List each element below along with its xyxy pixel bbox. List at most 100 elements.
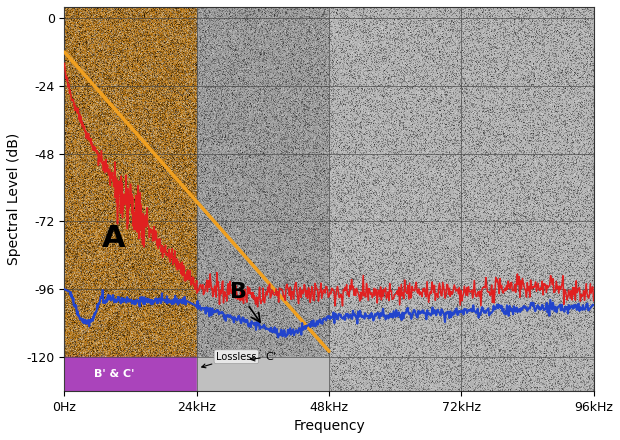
- Point: [275, 231, 285, 238]
- Point: [218, 373, 228, 380]
- Point: [303, 318, 313, 325]
- Point: [560, 216, 570, 223]
- Point: [281, 39, 291, 46]
- Point: [394, 246, 404, 253]
- Point: [410, 105, 420, 112]
- Point: [331, 9, 341, 16]
- Point: [178, 272, 188, 279]
- Point: [542, 56, 552, 63]
- Point: [408, 15, 418, 22]
- Point: [83, 322, 93, 329]
- Point: [549, 129, 559, 136]
- Point: [229, 8, 239, 15]
- Point: [577, 383, 587, 390]
- Point: [226, 275, 236, 282]
- Point: [170, 37, 180, 44]
- Point: [413, 260, 423, 267]
- Point: [576, 177, 586, 184]
- Point: [99, 160, 109, 167]
- Point: [511, 288, 521, 295]
- Point: [245, 93, 255, 100]
- Point: [180, 89, 190, 96]
- Point: [106, 189, 116, 196]
- Point: [84, 15, 94, 22]
- Point: [562, 295, 572, 302]
- Point: [510, 327, 520, 334]
- Point: [580, 93, 590, 100]
- Point: [317, 24, 327, 31]
- Point: [276, 53, 286, 60]
- Point: [135, 290, 145, 297]
- Point: [564, 220, 574, 227]
- Point: [285, 91, 295, 98]
- Point: [74, 167, 84, 174]
- Point: [151, 310, 161, 317]
- Point: [560, 136, 570, 143]
- Point: [127, 115, 137, 122]
- Point: [247, 184, 257, 191]
- Point: [523, 87, 533, 94]
- Point: [352, 89, 361, 96]
- Point: [172, 221, 182, 228]
- Point: [366, 36, 376, 43]
- Point: [221, 304, 231, 312]
- Point: [482, 80, 492, 87]
- Point: [375, 320, 385, 327]
- Point: [80, 349, 90, 356]
- Point: [179, 175, 189, 182]
- Point: [433, 373, 443, 380]
- Point: [526, 247, 536, 254]
- Point: [558, 243, 568, 250]
- Point: [264, 50, 274, 57]
- Point: [498, 349, 508, 356]
- Point: [192, 106, 202, 113]
- Point: [347, 71, 357, 78]
- Point: [303, 360, 313, 367]
- Point: [172, 139, 182, 146]
- Point: [180, 83, 190, 90]
- Point: [67, 203, 77, 210]
- Point: [555, 222, 565, 229]
- Point: [286, 257, 296, 264]
- Point: [113, 10, 123, 17]
- Point: [337, 125, 347, 132]
- Point: [202, 53, 212, 60]
- Point: [451, 321, 461, 328]
- Point: [131, 77, 141, 84]
- Point: [167, 213, 177, 220]
- Point: [551, 296, 560, 303]
- Point: [140, 301, 150, 308]
- Point: [416, 268, 426, 275]
- Point: [326, 225, 335, 232]
- Point: [525, 281, 534, 288]
- Point: [64, 304, 74, 312]
- Point: [385, 386, 395, 393]
- Point: [69, 130, 79, 137]
- Point: [115, 159, 125, 166]
- Point: [268, 86, 278, 93]
- Point: [122, 158, 132, 165]
- Point: [64, 105, 74, 112]
- Point: [101, 141, 111, 148]
- Point: [235, 222, 245, 229]
- Point: [78, 321, 88, 328]
- Point: [145, 343, 155, 350]
- Point: [451, 185, 461, 192]
- Point: [110, 51, 120, 58]
- Point: [137, 116, 147, 123]
- Point: [192, 110, 202, 117]
- Point: [573, 150, 583, 158]
- Point: [569, 98, 578, 105]
- Point: [518, 276, 528, 283]
- Point: [314, 48, 324, 55]
- Point: [303, 136, 312, 143]
- Point: [173, 254, 183, 261]
- Point: [130, 92, 140, 99]
- Point: [265, 8, 275, 15]
- Point: [461, 184, 471, 191]
- Point: [241, 164, 250, 171]
- Point: [167, 152, 177, 159]
- Point: [552, 256, 562, 263]
- Point: [64, 167, 74, 174]
- Point: [541, 199, 551, 206]
